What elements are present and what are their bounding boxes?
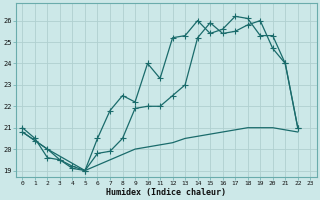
X-axis label: Humidex (Indice chaleur): Humidex (Indice chaleur) (106, 188, 226, 197)
